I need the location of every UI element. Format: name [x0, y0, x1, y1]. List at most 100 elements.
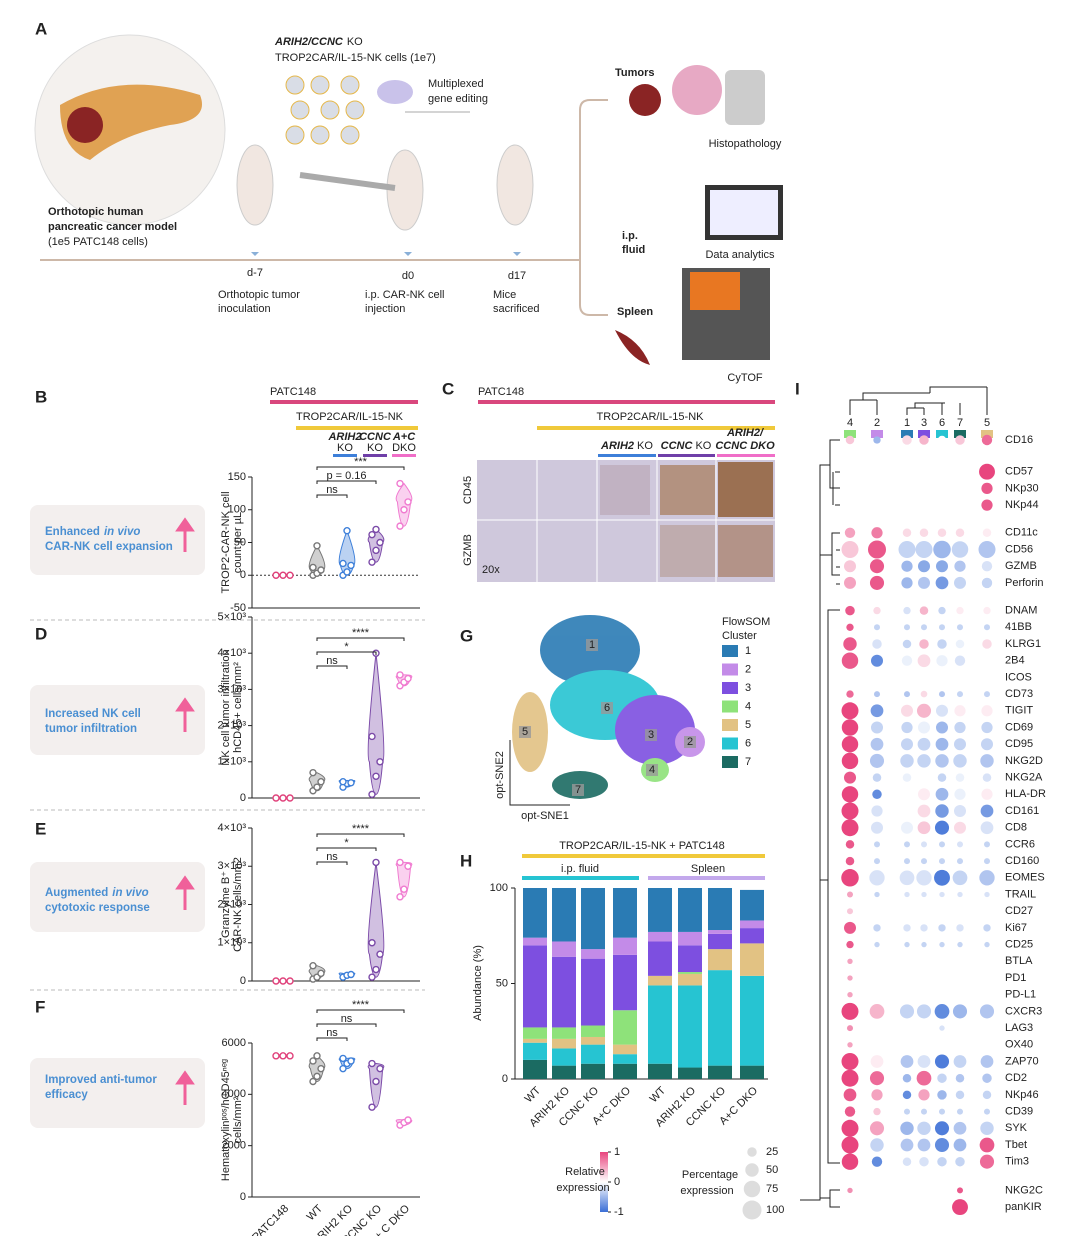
data-point — [396, 522, 404, 530]
dot — [953, 804, 967, 818]
dot — [937, 1090, 947, 1100]
dot — [843, 771, 857, 784]
bar-segment — [613, 1054, 637, 1064]
row-label: CD16 — [1005, 434, 1033, 446]
dot — [984, 1025, 990, 1031]
cluster-tag — [601, 702, 613, 714]
dot — [978, 541, 996, 558]
cluster-tag — [646, 764, 658, 776]
dot — [901, 721, 913, 734]
dot — [903, 691, 911, 698]
dot — [874, 975, 880, 981]
row-label: GZMB — [462, 534, 474, 566]
data-point — [404, 674, 412, 683]
data-point — [339, 1054, 347, 1063]
bar-segment — [708, 970, 732, 1066]
dot — [917, 576, 931, 589]
dot — [921, 675, 927, 680]
dot — [846, 623, 854, 631]
bar-segment — [552, 888, 576, 942]
axis-label: opt-SNE1 — [521, 810, 569, 822]
data-point — [396, 858, 404, 867]
dot — [954, 721, 966, 734]
t: Enhanced — [45, 526, 100, 538]
ko: KO — [347, 36, 363, 48]
dot — [874, 908, 880, 914]
timepoints — [251, 252, 521, 256]
magnification: 20x — [482, 564, 500, 576]
column-label: 7 — [957, 417, 963, 429]
sig-label: ns — [341, 1013, 353, 1025]
y-tick-label: 100 — [490, 882, 508, 894]
t: in vivo — [104, 526, 140, 538]
dot — [921, 469, 927, 474]
dot — [983, 691, 991, 698]
y-tick-label: -50 — [230, 602, 246, 614]
dot — [904, 1025, 910, 1031]
dot — [953, 738, 967, 751]
colorbar-title: Relative — [565, 1166, 605, 1178]
model-text: (1e5 PATC148 cells) — [48, 236, 148, 248]
dot — [938, 606, 946, 615]
cells-icons — [285, 75, 365, 145]
group: ARIH2 KO — [600, 440, 653, 452]
data-point — [317, 1064, 325, 1073]
dot — [935, 576, 949, 590]
dot — [936, 655, 948, 667]
dot — [874, 486, 880, 491]
group: CCNC KO — [661, 440, 712, 452]
dot — [935, 787, 949, 801]
column-swatch — [936, 430, 948, 438]
day: d17 — [508, 270, 526, 282]
dot — [846, 940, 854, 949]
data-point — [286, 1052, 294, 1060]
bar-segment — [740, 1065, 764, 1079]
dot — [952, 870, 968, 886]
dot — [957, 675, 963, 680]
dot — [957, 486, 963, 491]
dot — [957, 975, 963, 981]
bar-segment — [581, 949, 605, 959]
group-bar — [392, 454, 416, 457]
dot — [841, 719, 859, 736]
data-point — [368, 939, 376, 947]
dot — [939, 502, 945, 508]
dot — [919, 435, 929, 445]
dot — [935, 704, 949, 717]
dot — [903, 841, 911, 848]
dot — [933, 540, 951, 559]
row-label: 2B4 — [1005, 655, 1025, 667]
data-point — [313, 1072, 321, 1081]
data-point — [279, 977, 287, 985]
y-tick-label: 100 — [228, 504, 246, 516]
dot — [939, 975, 945, 981]
bar-segment — [648, 888, 672, 932]
sig-bracket — [316, 651, 377, 655]
dot — [982, 773, 992, 782]
summary-box — [30, 505, 205, 575]
dot — [870, 721, 884, 734]
t: in vivo — [112, 887, 148, 899]
dot — [904, 1188, 910, 1193]
bar-segment — [552, 1048, 576, 1066]
dot — [957, 941, 963, 948]
dot — [845, 856, 855, 866]
dot — [939, 1204, 945, 1210]
sig-label: p = 0.16 — [326, 470, 366, 482]
dot — [900, 738, 914, 751]
legend-swatch — [722, 756, 738, 768]
row-label: NKp30 — [1005, 482, 1039, 494]
cluster-label: 4 — [649, 764, 655, 776]
dot — [841, 819, 859, 837]
data-point — [339, 778, 347, 786]
row-label: CD11c — [1005, 527, 1038, 539]
dot — [902, 1157, 912, 1166]
bar-segment — [648, 985, 672, 1064]
bar-segment — [523, 1059, 547, 1079]
data-point — [309, 563, 317, 572]
data-point — [313, 1052, 321, 1060]
data-point — [317, 969, 325, 978]
y-tick-label: 6000 — [222, 1037, 246, 1049]
summary-text: Increased NK cell — [45, 708, 141, 720]
dot — [843, 921, 857, 934]
